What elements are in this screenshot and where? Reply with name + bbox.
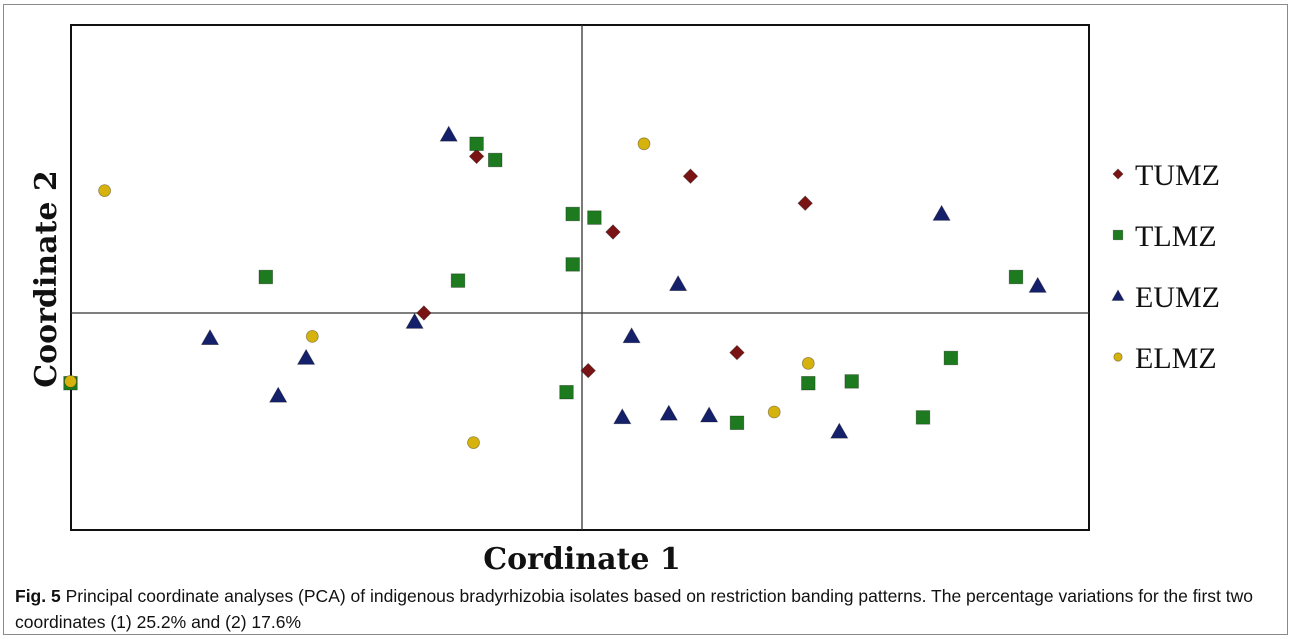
- tumz-point-1: [468, 148, 485, 165]
- legend-label-elmz: ELMZ: [1135, 342, 1217, 375]
- tlmz-point-13: [729, 415, 745, 431]
- caption-text: Principal coordinate analyses (PCA) of i…: [15, 586, 1253, 632]
- eumz-point-12: [699, 406, 719, 423]
- tlmz-point-11: [844, 374, 859, 389]
- pca-scatter-chart: Cordinate 1 Coordinate 2 TUMZ TLMZ EUMZ ELM…: [29, 24, 1220, 577]
- legend-marker-eumz: [1111, 289, 1125, 301]
- figure-caption: Fig. 5 Principal coordinate analyses (PC…: [15, 583, 1285, 635]
- elmz-point-3: [305, 329, 319, 343]
- x-axis-title: Cordinate 1: [483, 542, 681, 577]
- tumz-point-4: [797, 195, 813, 211]
- legend: TUMZ TLMZ EUMZ ELMZ: [1111, 159, 1220, 375]
- legend-label-eumz: EUMZ: [1135, 281, 1220, 314]
- legend-label-tumz: TUMZ: [1135, 159, 1220, 192]
- tlmz-point-10: [943, 350, 959, 366]
- legend-marker-tumz: [1112, 168, 1124, 180]
- tumz-point-5: [416, 305, 432, 321]
- eumz-point-3: [668, 274, 688, 291]
- figure-label: Fig. 5: [15, 586, 61, 606]
- eumz-point-6: [200, 328, 220, 345]
- tlmz-point-7: [450, 273, 466, 288]
- tumz-point-6: [729, 344, 745, 361]
- eumz-point-9: [269, 386, 288, 403]
- eumz-point-2: [932, 204, 951, 221]
- legend-marker-elmz: [1113, 352, 1123, 362]
- tlmz-point-8: [1008, 269, 1024, 285]
- legend-marker-tlmz: [1112, 229, 1124, 241]
- elmz-point-1: [637, 137, 651, 151]
- tlmz-point-6: [258, 269, 274, 285]
- eumz-point-10: [613, 408, 632, 425]
- tlmz-point-4: [587, 210, 602, 225]
- tlmz-point-1: [469, 136, 484, 152]
- tumz-point-2: [682, 168, 699, 184]
- tlmz-point-9: [801, 375, 816, 391]
- elmz-point-7: [467, 436, 480, 450]
- tumz-point-7: [580, 362, 596, 379]
- eumz-point-1: [439, 125, 458, 142]
- plot-area: [70, 24, 1090, 531]
- tlmz-point-3: [565, 206, 580, 222]
- elmz-point-5: [801, 356, 815, 370]
- eumz-point-4: [1028, 276, 1047, 293]
- tlmz-point-12: [559, 384, 574, 400]
- elmz-point-6: [767, 405, 781, 419]
- eumz-point-8: [622, 327, 641, 344]
- y-axis-title: Coordinate 2: [29, 170, 64, 388]
- tumz-point-3: [605, 224, 621, 240]
- eumz-point-11: [659, 404, 678, 421]
- data-points: [63, 125, 1047, 450]
- eumz-point-7: [296, 348, 316, 365]
- tlmz-point-2: [487, 152, 503, 168]
- figure-frame: Cordinate 1 Coordinate 2 TUMZ TLMZ EUMZ ELM…: [3, 4, 1288, 635]
- eumz-point-5: [405, 312, 424, 329]
- eumz-point-13: [830, 422, 849, 439]
- tlmz-point-14: [915, 410, 931, 425]
- elmz-point-2: [98, 184, 111, 198]
- legend-label-tlmz: TLMZ: [1135, 220, 1217, 253]
- elmz-point-4: [64, 374, 77, 388]
- tlmz-point-5: [565, 257, 580, 272]
